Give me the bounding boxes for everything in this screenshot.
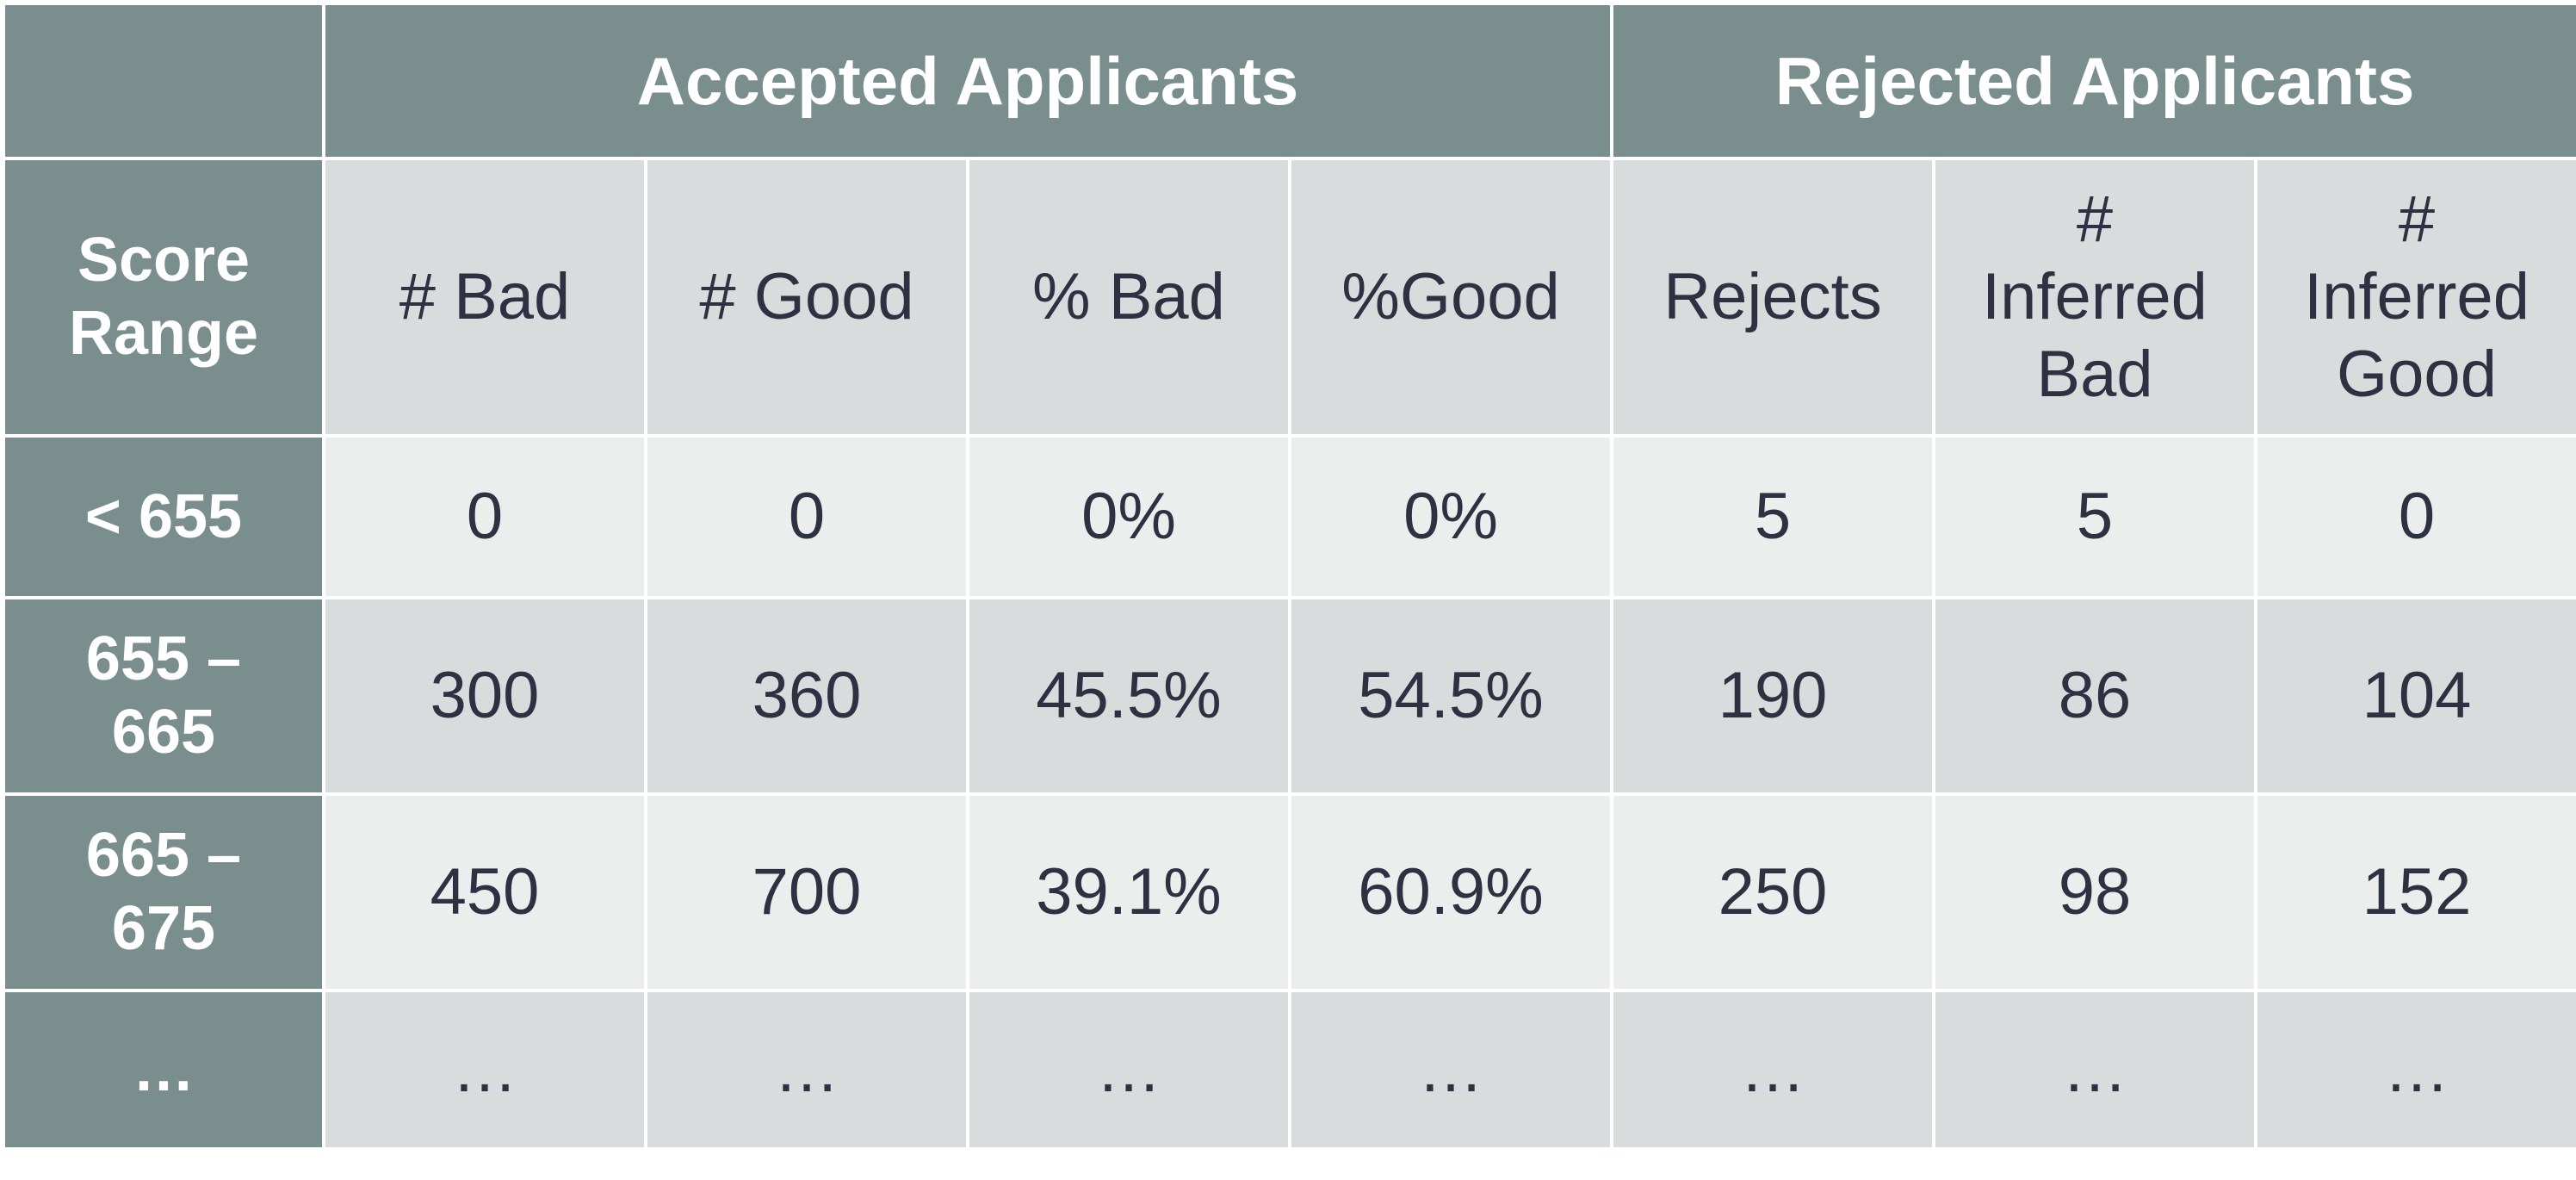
rejected-applicants-header: Rejected Applicants	[1613, 5, 2576, 157]
num-bad-header: # Bad	[325, 160, 644, 434]
cell-pct-good: 60.9%	[1291, 796, 1610, 989]
cell-rejects: 250	[1613, 796, 1932, 989]
table-row: 655 – 665 300 360 45.5% 54.5% 190 86 104	[5, 599, 2576, 792]
cell-num-bad: 0	[325, 438, 644, 596]
cell-num-good: 360	[647, 599, 966, 792]
cell-inferred-bad: 5	[1935, 438, 2254, 596]
cell-rejects: 190	[1613, 599, 1932, 792]
table-row: … … … … … … … …	[5, 992, 2576, 1147]
cell-rejects: …	[1613, 992, 1932, 1147]
cell-pct-bad: …	[969, 992, 1288, 1147]
table-row: 665 – 675 450 700 39.1% 60.9% 250 98 152	[5, 796, 2576, 989]
cell-pct-good: 54.5%	[1291, 599, 1610, 792]
num-good-header: # Good	[647, 160, 966, 434]
inferred-bad-header: # Inferred Bad	[1935, 160, 2254, 434]
cell-pct-bad: 39.1%	[969, 796, 1288, 989]
row-score-range: 665 – 675	[5, 796, 322, 989]
pct-bad-header: % Bad	[969, 160, 1288, 434]
cell-pct-good: …	[1291, 992, 1610, 1147]
cell-inferred-bad: …	[1935, 992, 2254, 1147]
row-score-range: 655 – 665	[5, 599, 322, 792]
cell-pct-bad: 45.5%	[969, 599, 1288, 792]
corner-cell	[5, 5, 322, 157]
table-row: < 655 0 0 0% 0% 5 5 0	[5, 438, 2576, 596]
column-header-row: Score Range # Bad # Good % Bad %Good Rej…	[5, 160, 2576, 434]
cell-num-good: 700	[647, 796, 966, 989]
cell-num-good: …	[647, 992, 966, 1147]
cell-num-good: 0	[647, 438, 966, 596]
cell-inferred-good: 104	[2257, 599, 2576, 792]
pct-good-header: %Good	[1291, 160, 1610, 434]
group-header-row: Accepted Applicants Rejected Applicants	[5, 5, 2576, 157]
accepted-applicants-header: Accepted Applicants	[325, 5, 1610, 157]
row-score-range: …	[5, 992, 322, 1147]
inferred-good-header: # Inferred Good	[2257, 160, 2576, 434]
cell-inferred-good: 0	[2257, 438, 2576, 596]
score-range-header: Score Range	[5, 160, 322, 434]
cell-rejects: 5	[1613, 438, 1932, 596]
cell-inferred-bad: 98	[1935, 796, 2254, 989]
cell-pct-good: 0%	[1291, 438, 1610, 596]
cell-inferred-good: 152	[2257, 796, 2576, 989]
cell-num-bad: 300	[325, 599, 644, 792]
score-range-table: Accepted Applicants Rejected Applicants …	[2, 2, 2576, 1151]
row-score-range: < 655	[5, 438, 322, 596]
rejects-header: Rejects	[1613, 160, 1932, 434]
cell-inferred-good: …	[2257, 992, 2576, 1147]
cell-pct-bad: 0%	[969, 438, 1288, 596]
cell-num-bad: 450	[325, 796, 644, 989]
cell-num-bad: …	[325, 992, 644, 1147]
cell-inferred-bad: 86	[1935, 599, 2254, 792]
